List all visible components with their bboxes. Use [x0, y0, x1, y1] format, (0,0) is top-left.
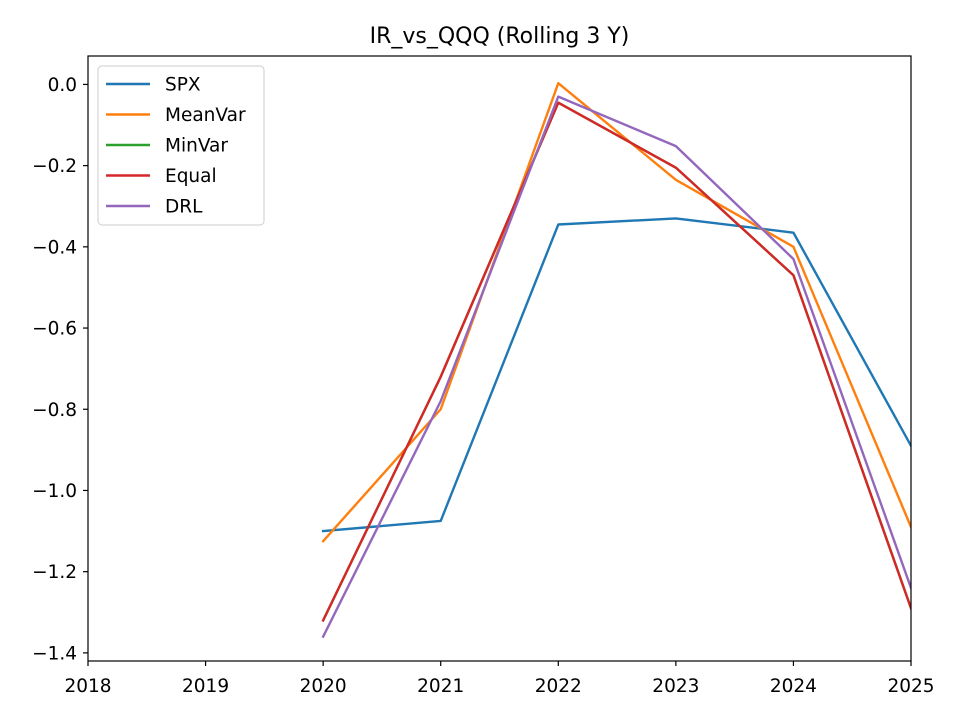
legend-frame [97, 65, 265, 226]
x-tick-label: 2019 [182, 676, 229, 697]
series-line-drl [321, 95, 911, 639]
legend-label-spx: SPX [165, 75, 201, 96]
plot-frame [87, 55, 912, 662]
x-tick-label: 2021 [417, 676, 464, 697]
legend-label-drl: DRL [165, 197, 203, 218]
y-tick-label: 0.0 [48, 75, 77, 96]
x-tick-label: 2020 [300, 676, 347, 697]
series-line-spx [321, 217, 911, 533]
y-tick-label: −1.2 [32, 562, 77, 583]
x-tick-label: 2024 [770, 676, 817, 697]
y-tick-label: −0.2 [32, 156, 77, 177]
legend-label-minvar: MinVar [165, 136, 228, 157]
legend-label-equal: Equal [165, 166, 217, 187]
x-tick-label: 2018 [64, 676, 111, 697]
series-line-equal [321, 101, 911, 623]
y-tick-label: −1.0 [32, 481, 77, 502]
series-layer [321, 81, 911, 639]
series-line-meanvar [321, 81, 911, 543]
y-tick-label: −0.6 [32, 319, 77, 340]
x-tick-label: 2022 [535, 676, 582, 697]
x-axis: 2018 2019 2020 2021 2022 2023 2024 2025 [64, 661, 935, 697]
y-tick-label: −0.4 [32, 237, 77, 258]
legend-label-meanvar: MeanVar [165, 105, 246, 126]
y-axis: 0.0 −0.2 −0.4 −0.6 −0.8 −1.0 −1.2 −1.4 [32, 75, 88, 664]
x-tick-label: 2025 [887, 676, 934, 697]
y-tick-label: −0.8 [32, 400, 77, 421]
y-tick-label: −1.4 [32, 643, 77, 664]
legend: SPX MeanVar MinVar Equal DRL [97, 65, 265, 226]
x-tick-label: 2023 [652, 676, 699, 697]
chart-title: IR_vs_QQQ (Rolling 3 Y) [370, 24, 630, 49]
